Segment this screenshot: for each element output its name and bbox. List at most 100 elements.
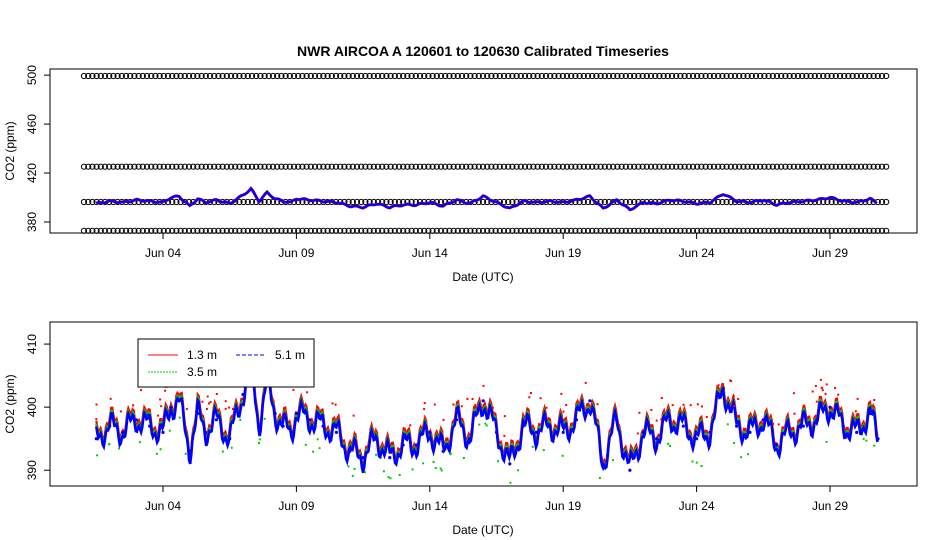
cal-point <box>559 72 566 80</box>
spike-point <box>729 379 732 382</box>
cal-point <box>673 163 680 170</box>
spike-point <box>423 402 426 405</box>
cal-point <box>169 163 176 170</box>
cal-point <box>366 72 373 80</box>
cal-point <box>526 72 533 80</box>
spike-point <box>820 387 823 390</box>
cal-point <box>446 163 453 170</box>
cal-point <box>437 163 445 170</box>
point-5-1m <box>204 430 208 434</box>
spike-point <box>201 400 204 403</box>
point-5-1m <box>615 418 619 422</box>
spike-point <box>474 403 477 406</box>
cal-point <box>387 163 394 170</box>
top-x-tick-label: Jun 09 <box>278 246 314 260</box>
cal-point <box>488 72 495 80</box>
cal-point <box>849 72 856 80</box>
cal-point <box>610 163 617 170</box>
cal-point <box>194 72 201 80</box>
point-5-1m <box>121 430 125 434</box>
cal-point <box>652 163 659 170</box>
top-panel: NWR AIRCOA A 120601 to 120630 Calibrated… <box>3 43 918 284</box>
spike-point <box>819 378 822 381</box>
cal-point <box>584 198 592 206</box>
cal-point <box>114 163 121 170</box>
spike-point <box>224 400 227 403</box>
spike-point <box>814 385 817 387</box>
cal-point <box>744 72 751 80</box>
cal-point <box>685 163 692 170</box>
cal-point <box>383 198 390 206</box>
cal-point <box>202 163 209 170</box>
cal-point <box>828 72 835 80</box>
point-5-1m <box>188 449 192 453</box>
cal-point <box>715 198 722 206</box>
cal-point <box>689 72 697 80</box>
spike-point <box>484 422 487 425</box>
spike-point <box>389 477 392 480</box>
cal-point <box>740 72 747 80</box>
spike-point <box>792 392 795 395</box>
spike-point <box>109 397 112 400</box>
bottom-y-tick-label: 410 <box>25 334 39 354</box>
spike-point <box>562 410 565 413</box>
point-5-1m <box>134 418 138 422</box>
cal-point <box>80 198 88 206</box>
cal-point <box>555 163 562 170</box>
cal-point <box>580 163 587 170</box>
cal-point <box>173 163 180 170</box>
cal-point <box>332 163 340 170</box>
cal-point <box>278 72 285 80</box>
top-y-tick-label: 380 <box>25 212 39 232</box>
cal-point <box>761 163 768 170</box>
cal-point <box>631 198 638 206</box>
cal-point <box>143 163 151 170</box>
spike-point <box>503 434 506 437</box>
cal-point <box>353 163 361 170</box>
cal-point <box>773 163 781 170</box>
spike-point <box>442 418 445 421</box>
point-5-1m <box>601 462 605 466</box>
cal-point <box>878 198 886 206</box>
cal-point <box>542 72 550 80</box>
top-y-tick-label: 460 <box>25 114 39 134</box>
point-5-1m <box>494 430 499 434</box>
cal-point <box>101 72 109 80</box>
spike-point <box>682 403 685 406</box>
point-5-1m <box>748 430 752 434</box>
cal-point <box>248 72 256 80</box>
spike-point <box>205 408 208 410</box>
cal-point <box>89 198 96 206</box>
point-5-1m <box>334 430 338 434</box>
cal-point <box>416 72 424 80</box>
cal-point <box>534 163 541 170</box>
cal-point <box>328 72 335 80</box>
spike-point <box>834 387 837 389</box>
cal-point <box>139 227 146 234</box>
legend: 1.3 m 3.5 m 5.1 m <box>137 338 315 388</box>
cal-point <box>614 163 621 170</box>
cal-point <box>156 163 163 170</box>
bottom-x-tick-label: Jun 19 <box>545 499 581 513</box>
cal-point <box>387 198 394 206</box>
cal-point <box>391 72 398 80</box>
cal-point <box>765 163 772 170</box>
cal-point <box>345 198 352 206</box>
spike-point <box>164 389 167 392</box>
cal-point <box>278 163 285 170</box>
point-5-1m <box>561 430 565 434</box>
cal-point <box>442 163 449 170</box>
cal-point <box>85 163 92 170</box>
cal-point <box>484 72 491 80</box>
cal-point <box>458 72 466 80</box>
cal-point <box>307 72 314 80</box>
cal-point <box>509 163 516 170</box>
cal-point <box>475 72 482 80</box>
cal-point <box>845 163 852 170</box>
cal-point <box>820 72 827 80</box>
cal-point <box>253 163 260 170</box>
cal-point <box>118 72 125 80</box>
cal-point <box>715 163 722 170</box>
spike-point <box>731 396 734 399</box>
spike-point <box>747 453 750 456</box>
